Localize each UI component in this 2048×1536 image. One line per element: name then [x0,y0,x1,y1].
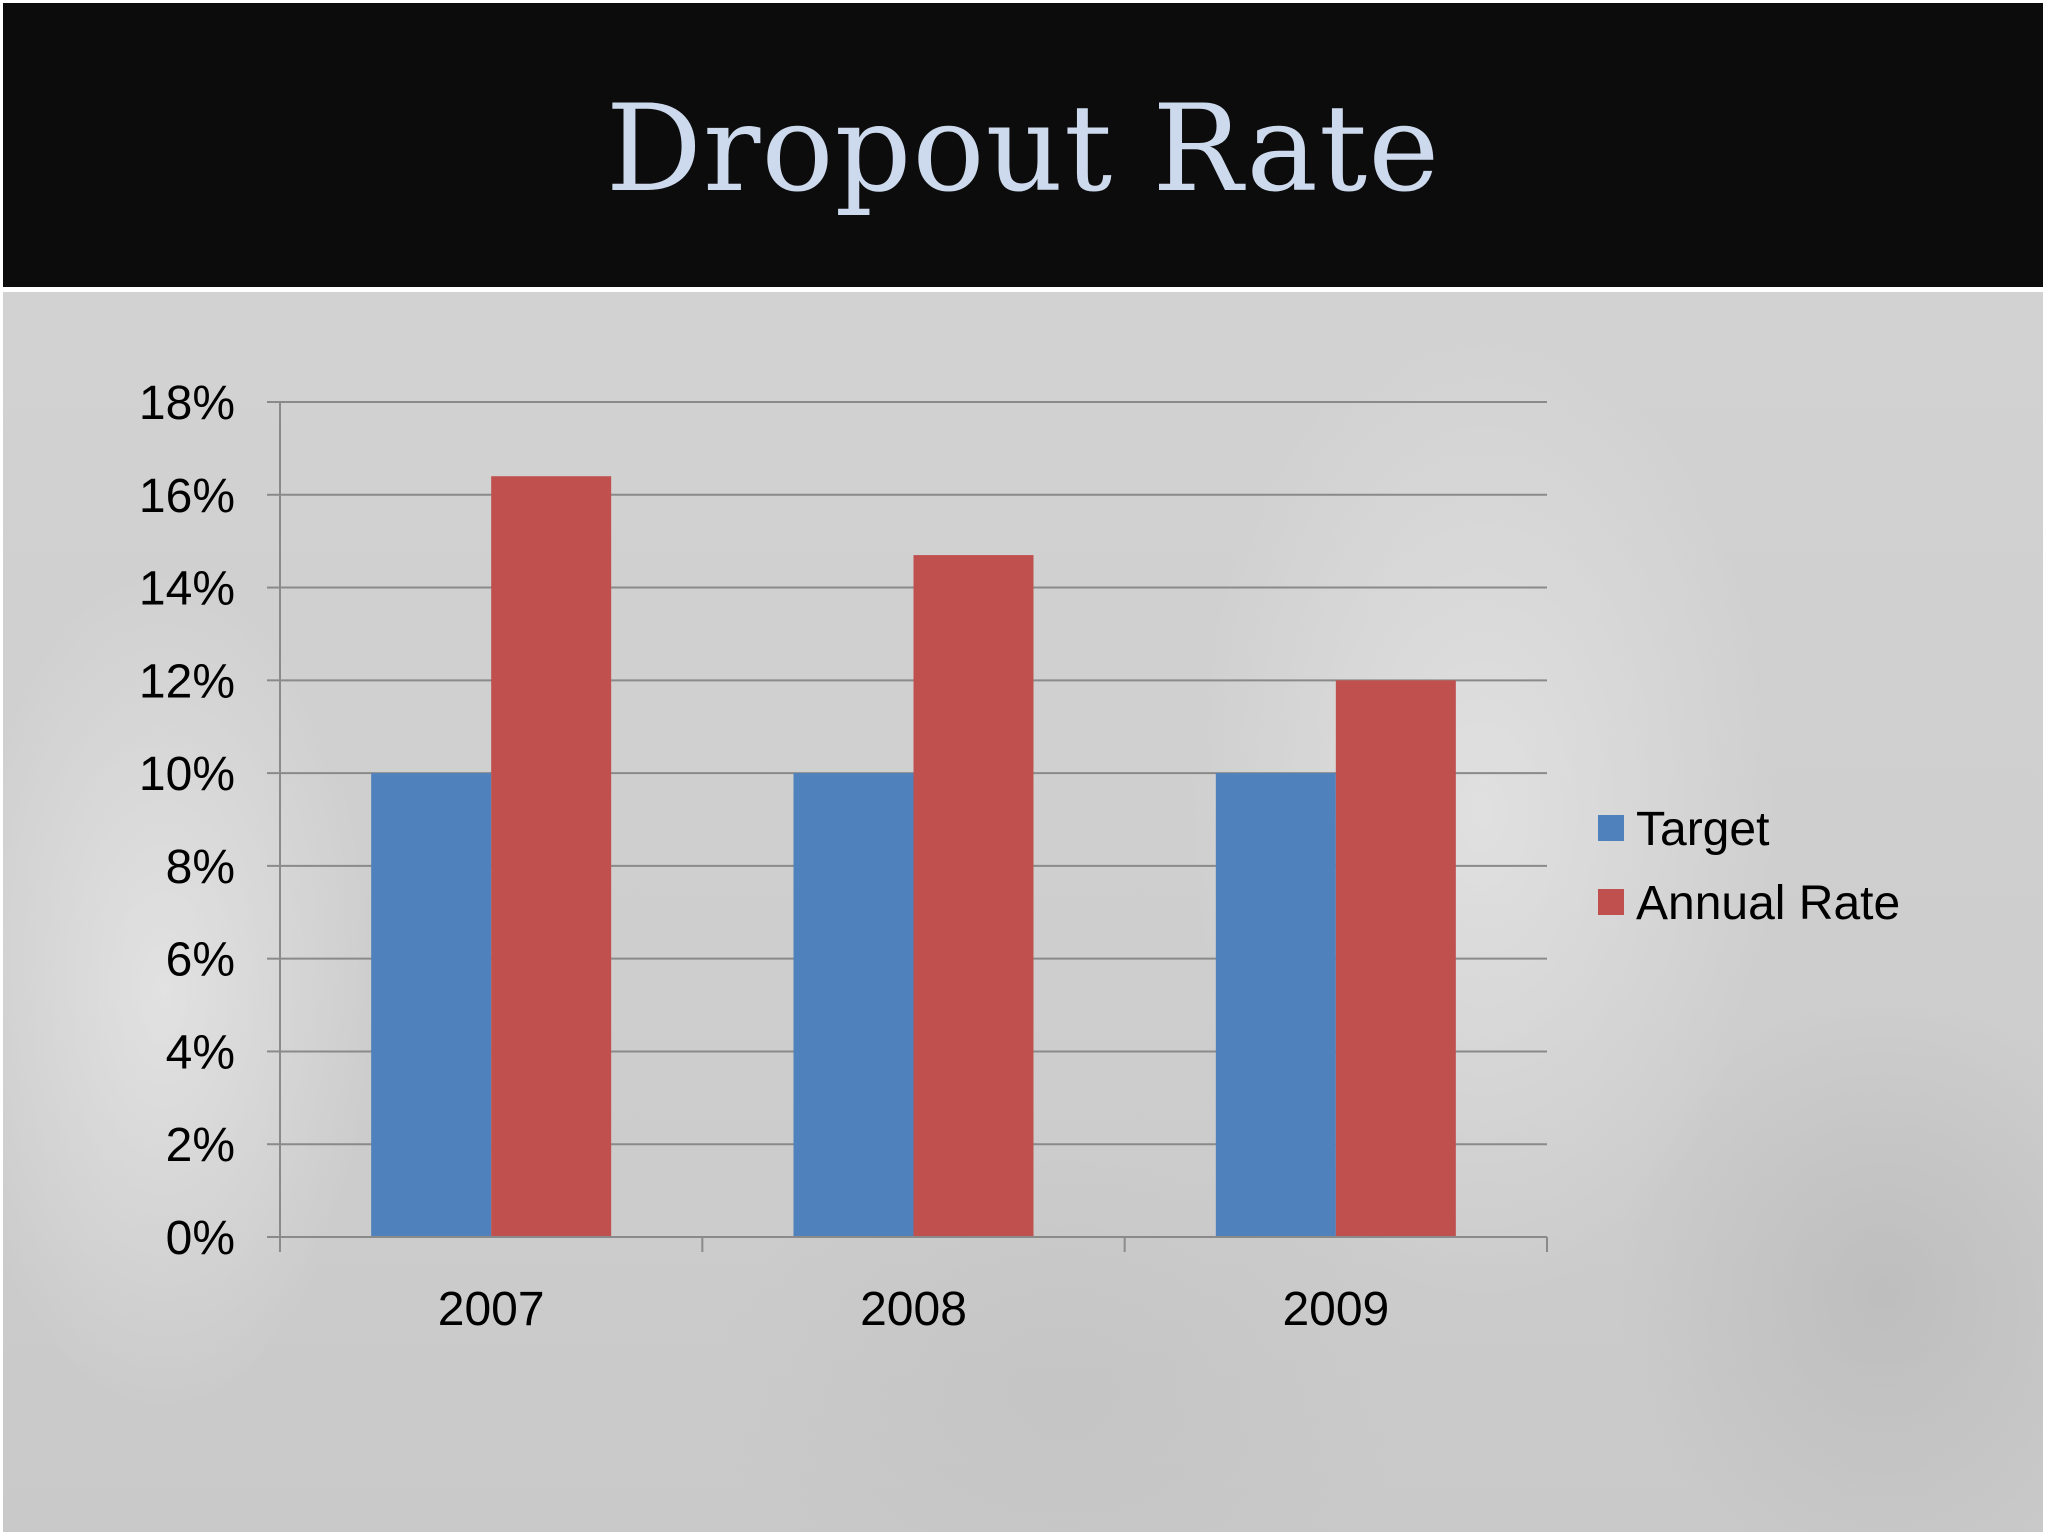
legend-swatch-annual-rate [1598,889,1624,915]
y-tick-label: 18% [139,377,235,430]
y-tick-label: 12% [139,655,235,708]
bar-target-2008 [793,773,914,1237]
y-tick-label: 2% [166,1119,235,1172]
legend-label-annual-rate: Annual Rate [1636,877,1900,930]
y-tick-label: 4% [166,1026,235,1079]
axis-labels: 0% 2% 4% 6% 8% 10% 12% 14% 16% 18% 2007 2008 2009 [139,377,1389,1336]
title-bar: Dropout Rate [3,3,2043,287]
bar-target-2009 [1215,773,1336,1237]
bar-annual-rate-2008 [913,555,1034,1237]
x-tick-label: 2007 [438,1283,545,1336]
y-tick-label: 16% [139,470,235,523]
bar-annual-rate-2007 [491,476,612,1237]
x-tick-label: 2008 [860,1283,967,1336]
bars [371,476,1456,1237]
axes [267,401,1548,1252]
y-tick-label: 10% [139,748,235,801]
legend-swatch-target [1598,815,1624,841]
x-tick-label: 2009 [1282,1283,1389,1336]
page-title: Dropout Rate [605,79,1441,219]
legend-label-target: Target [1636,803,1769,856]
y-tick-label: 8% [166,841,235,894]
bar-target-2007 [371,773,492,1237]
y-tick-label: 6% [166,934,235,987]
bar-annual-rate-2009 [1335,680,1456,1237]
legend: Target Annual Rate [1598,803,1900,930]
y-tick-label: 0% [166,1212,235,1265]
y-tick-label: 14% [139,563,235,616]
